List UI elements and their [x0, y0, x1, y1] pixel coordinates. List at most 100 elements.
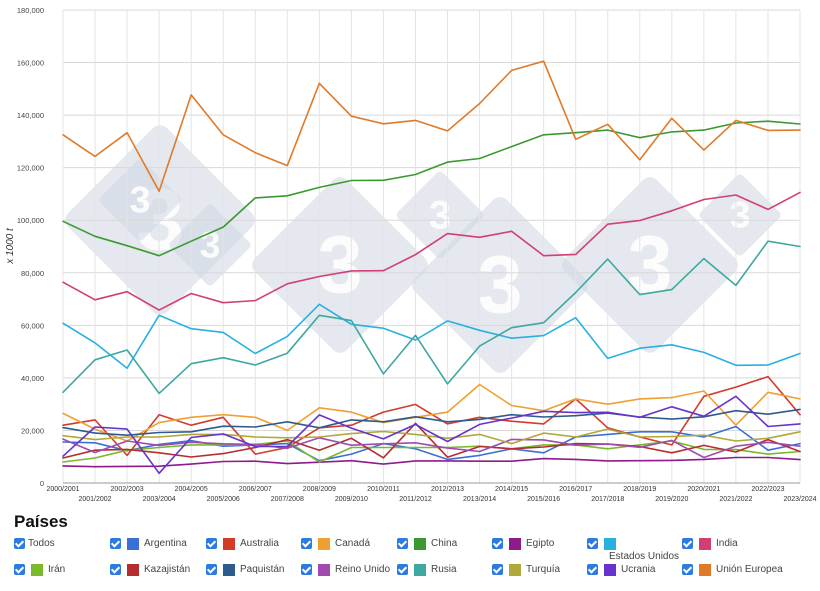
svg-text:3: 3 [317, 219, 362, 310]
checkbox-checked-icon[interactable] [397, 538, 408, 549]
series-line-turquía [62, 428, 801, 445]
x-tick-label: 2021/2022 [719, 496, 752, 503]
y-axis: 0 20,000 40,000 60,000 80,000 100,000 120,000 1… [17, 6, 44, 488]
legend-item[interactable]: Todos [14, 538, 110, 562]
legend-swatch [318, 564, 330, 576]
legend-item[interactable]: Australia [206, 538, 302, 562]
legend-item-label: Egipto [526, 538, 555, 549]
checkbox-checked-icon[interactable] [682, 564, 693, 575]
svg-text:3: 3 [130, 179, 151, 221]
checkbox-checked-icon[interactable] [301, 538, 312, 549]
watermark-logo-mark: 3 [169, 204, 251, 286]
x-tick-label: 2008/2009 [303, 486, 336, 493]
series-line-canadá [62, 383, 801, 442]
legend-title: Países [14, 512, 68, 531]
legend-swatch [509, 538, 521, 550]
legend-swatch [604, 538, 616, 550]
checkbox-checked-icon[interactable] [301, 564, 312, 575]
legend-item[interactable]: Rusia [397, 564, 493, 588]
legend-swatch [604, 564, 616, 576]
checkbox-checked-icon[interactable] [492, 538, 503, 549]
y-tick-label: 100,000 [17, 216, 44, 225]
x-tick-label: 2007/2008 [271, 496, 304, 503]
legend-item[interactable]: India [682, 538, 778, 562]
y-tick-label: 180,000 [17, 6, 44, 15]
checkbox-checked-icon[interactable] [682, 538, 693, 549]
legend-item[interactable]: Egipto [492, 538, 588, 562]
checkbox-checked-icon[interactable] [587, 564, 598, 575]
x-tick-label: 2019/2020 [655, 496, 688, 503]
checkbox-checked-icon[interactable] [206, 538, 217, 549]
x-tick-label: 2010/2011 [367, 486, 400, 493]
svg-text:3: 3 [429, 193, 451, 237]
series-line-india [62, 191, 801, 311]
legend-item[interactable]: Paquistán [206, 564, 302, 588]
legend-item-label: Canadá [335, 538, 371, 549]
x-tick-label: 2009/2010 [335, 496, 368, 503]
legend-item-label: Irán [48, 564, 66, 575]
legend-item[interactable]: Reino Unido [301, 564, 397, 588]
series-line-china [62, 120, 801, 257]
x-tick-label: 2017/2018 [591, 496, 624, 503]
legend-swatch [699, 564, 711, 576]
legend-item-label: Paquistán [240, 564, 285, 575]
x-tick-label: 2013/2014 [463, 496, 496, 503]
y-tick-label: 160,000 [17, 59, 44, 68]
legend-item[interactable]: Turquía [492, 564, 588, 588]
legend-item-label: Rusia [431, 564, 457, 575]
legend-item[interactable]: Unión Europea [682, 564, 783, 588]
checkbox-checked-icon[interactable] [14, 538, 25, 549]
y-tick-label: 80,000 [21, 269, 44, 278]
x-tick-label: 2002/2003 [111, 486, 144, 493]
x-tick-label: 2015/2016 [527, 496, 560, 503]
y-tick-label: 120,000 [17, 164, 44, 173]
legend: Todos Argentina Australia Canadá China Egipto… [14, 538, 814, 588]
series-line-egipto [62, 456, 801, 468]
checkbox-checked-icon[interactable] [206, 564, 217, 575]
x-tick-label: 2022/2023 [751, 486, 784, 493]
legend-item-label: Argentina [144, 538, 187, 549]
y-tick-label: 60,000 [21, 321, 44, 330]
checkbox-checked-icon[interactable] [492, 564, 503, 575]
x-tick-label: 2020/2021 [687, 486, 720, 493]
series-line-estados-unidos [62, 303, 801, 370]
y-axis-label: x 1000 t [5, 227, 16, 265]
legend-swatch [509, 564, 521, 576]
legend-item[interactable]: Canadá [301, 538, 397, 562]
legend-item[interactable]: Kazajistán [110, 564, 206, 588]
legend-item[interactable]: Estados Unidos [587, 538, 683, 562]
x-tick-label: 2012/2013 [431, 486, 464, 493]
line-chart: 33333333 020,00040,00060,00080,000100,00… [5, 6, 817, 503]
legend-item-label: Estados Unidos [609, 551, 680, 562]
legend-swatch [31, 564, 43, 576]
series-line-paquistán [62, 408, 801, 437]
legend-item-label: India [716, 538, 738, 549]
series-line-rusia [62, 240, 801, 395]
checkbox-checked-icon[interactable] [397, 564, 408, 575]
legend-item[interactable]: Argentina [110, 538, 206, 562]
series-line-ucrania [62, 395, 801, 475]
y-tick-label: 40,000 [21, 374, 44, 383]
legend-item-label: Turquía [526, 564, 561, 575]
checkbox-checked-icon[interactable] [110, 538, 121, 549]
series-line-unión-europea [62, 60, 801, 193]
checkbox-checked-icon[interactable] [14, 564, 25, 575]
svg-text:3: 3 [477, 239, 522, 330]
x-tick-label: 2004/2005 [175, 486, 208, 493]
legend-item-label: Ucrania [621, 564, 656, 575]
watermark-logo-mark: 3 [252, 177, 428, 353]
x-tick-label: 2000/2001 [46, 486, 79, 493]
legend-item[interactable]: China [397, 538, 493, 562]
x-tick-label: 2011/2012 [399, 496, 432, 503]
checkbox-checked-icon[interactable] [110, 564, 121, 575]
legend-swatch [127, 538, 139, 550]
legend-item-label: China [431, 538, 458, 549]
legend-item[interactable]: Ucrania [587, 564, 683, 588]
legend-swatch [318, 538, 330, 550]
checkbox-checked-icon[interactable] [587, 538, 598, 549]
legend-item-label: Kazajistán [144, 564, 191, 575]
watermark-logo-mark: 3 [562, 177, 738, 353]
series-line-kazajistán [62, 422, 801, 459]
legend-item[interactable]: Irán [14, 564, 110, 588]
